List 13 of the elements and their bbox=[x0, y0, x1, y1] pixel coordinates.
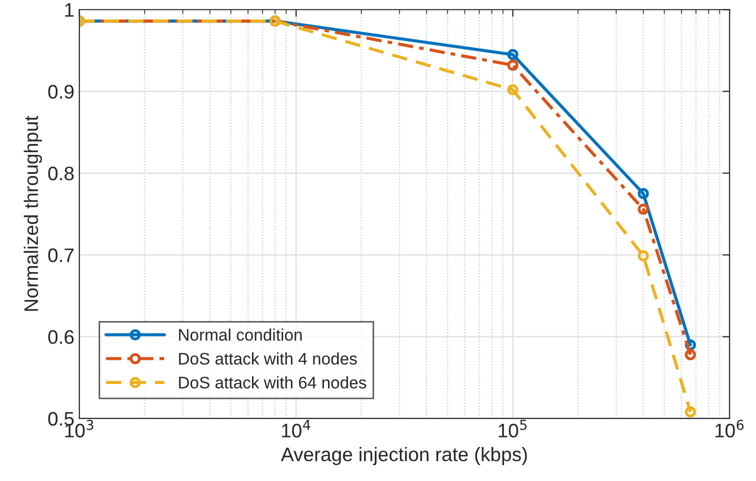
x-axis-title: Average injection rate (kbps) bbox=[280, 447, 527, 466]
legend-label: DoS attack with 64 nodes bbox=[179, 376, 366, 389]
y-tick-label: 0.8 bbox=[48, 166, 74, 180]
y-tick-label: 0.7 bbox=[48, 248, 74, 262]
legend-label: DoS attack with 4 nodes bbox=[179, 352, 357, 365]
y-tick-label: 0.9 bbox=[48, 84, 74, 99]
legend-label: Normal condition bbox=[179, 328, 302, 341]
y-axis-title: Normalized throughput bbox=[24, 116, 42, 311]
y-tick-label: 0.6 bbox=[48, 330, 74, 344]
x-tick-label: 10$^{6}$ bbox=[715, 420, 744, 438]
x-tick-label: 10$^{5}$ bbox=[498, 420, 527, 438]
x-tick-label: 10$^{4}$ bbox=[282, 420, 310, 438]
y-tick-label: 1 bbox=[65, 3, 74, 17]
